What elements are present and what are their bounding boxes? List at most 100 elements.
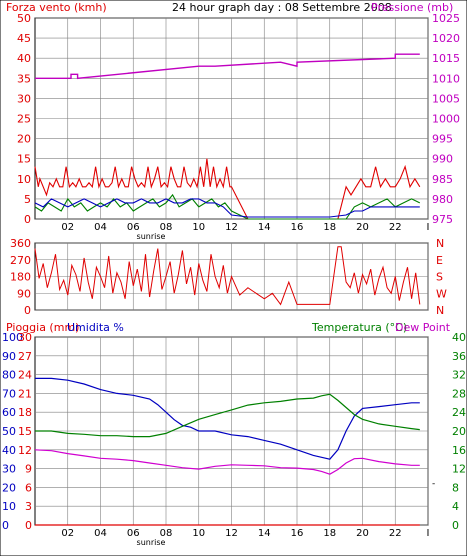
wind-series-0	[34, 158, 421, 220]
humidity-y-tick: 90	[2, 350, 16, 363]
rain-y-tick: 15	[18, 425, 32, 438]
wind-y-tick: 0	[24, 213, 31, 226]
x-tick-label: 06	[127, 222, 140, 233]
pressure-y-tick: 985	[432, 173, 453, 186]
x-tick-label: 14	[258, 528, 271, 539]
x-tick-label: 04	[94, 222, 107, 233]
humidity-axis-title: Umidita %	[67, 321, 124, 334]
wind-series-1	[34, 193, 421, 220]
x-tick-label: 10	[192, 222, 205, 233]
temperature-y-tick: 16	[452, 444, 466, 457]
x-tick-label: 12	[225, 222, 238, 233]
weather-series-1	[35, 393, 420, 438]
x-tick-label: I	[427, 222, 430, 233]
pressure-y-tick: 1015	[432, 52, 460, 65]
temperature-y-tick: 8	[452, 481, 459, 494]
temperature-y-tick: 20	[452, 425, 466, 438]
rain-y-tick: 3	[25, 500, 32, 513]
direction-y-tick: 0	[24, 304, 31, 317]
x-tick-label: 08	[160, 528, 173, 539]
compass-label: W	[436, 287, 447, 300]
wind-y-tick: 10	[17, 173, 31, 186]
compass-label: E	[436, 254, 443, 267]
x-tick-label: 04	[94, 528, 107, 539]
x-tick-label: 20	[356, 222, 369, 233]
humidity-y-tick: 80	[2, 369, 16, 382]
humidity-y-tick: 50	[2, 425, 16, 438]
sunrise-label: sunrise	[137, 538, 166, 547]
x-tick-label: 16	[291, 222, 304, 233]
pressure-y-tick: 1005	[432, 92, 460, 105]
rain-y-tick: 27	[18, 350, 32, 363]
wind-y-tick: 5	[24, 193, 31, 206]
rain-y-tick: 6	[25, 481, 32, 494]
pressure-y-tick: 995	[432, 133, 453, 146]
compass-label: S	[436, 271, 443, 284]
pressure-y-tick: 975	[432, 213, 453, 226]
temperature-y-tick: 4	[452, 500, 459, 513]
rain-axis-title: Pioggia (mm)	[6, 321, 79, 334]
pressure-y-tick: 1000	[432, 113, 460, 126]
direction-series-0	[34, 246, 421, 306]
wind-axis-title: Forza vento (kmh)	[6, 1, 107, 14]
humidity-y-tick: 20	[2, 481, 16, 494]
temperature-y-tick: 32	[452, 369, 466, 382]
humidity-y-tick: 100	[2, 331, 23, 344]
direction-y-tick: 360	[10, 237, 31, 250]
wind-y-tick: 15	[17, 153, 31, 166]
temperature-y-tick: 24	[452, 406, 466, 419]
pressure-y-tick: 1020	[432, 32, 460, 45]
x-tick-label: 08	[160, 222, 173, 233]
weather-series-2	[34, 449, 420, 475]
wind-y-tick: 25	[17, 113, 31, 126]
x-tick-label: 06	[127, 528, 140, 539]
x-tick-label: I	[427, 528, 430, 539]
wind-y-tick: 30	[17, 92, 31, 105]
wind-y-tick: 45	[17, 32, 31, 45]
temperature-y-tick: 0	[452, 519, 459, 532]
rain-y-tick: 0	[25, 519, 32, 532]
humidity-y-tick: 10	[2, 500, 16, 513]
compass-label: N	[436, 237, 444, 250]
x-tick-label: 02	[61, 528, 74, 539]
humidity-y-tick: 0	[2, 519, 9, 532]
direction-y-tick: 270	[10, 254, 31, 267]
wind-y-tick: 50	[17, 12, 31, 25]
pressure-y-tick: 1010	[432, 72, 460, 85]
direction-y-tick: 180	[10, 271, 31, 284]
weather-series-0	[35, 377, 420, 460]
direction-y-tick: 90	[17, 287, 31, 300]
x-tick-label: 12	[225, 528, 238, 539]
temperature-y-tick: 40	[452, 331, 466, 344]
rain-y-tick: 30	[18, 331, 32, 344]
temperature-y-tick: 12	[452, 463, 466, 476]
x-tick-label: 14	[258, 222, 271, 233]
rain-y-tick: 9	[25, 463, 32, 476]
rain-y-tick: 12	[18, 444, 32, 457]
x-tick-label: 02	[61, 222, 74, 233]
temperature-y-tick: 28	[452, 387, 466, 400]
wind-series-2	[34, 198, 420, 218]
pressure-y-tick: 1025	[432, 12, 460, 25]
humidity-y-tick: 60	[2, 406, 16, 419]
x-tick-label: 18	[323, 528, 336, 539]
wind-y-tick: 35	[17, 72, 31, 85]
compass-label: N	[436, 304, 444, 317]
wind-y-tick: 20	[17, 133, 31, 146]
x-tick-label: 22	[389, 528, 402, 539]
pressure-y-tick: 980	[432, 193, 453, 206]
x-tick-label: 18	[323, 222, 336, 233]
humidity-y-tick: 70	[2, 387, 16, 400]
chart-title: 24 hour graph day : 08 Settembre 2008	[172, 1, 392, 14]
x-tick-label: 10	[192, 528, 205, 539]
x-tick-label: 20	[356, 528, 369, 539]
humidity-y-tick: 30	[2, 463, 16, 476]
x-tick-label: 16	[291, 528, 304, 539]
dew-point-axis-title: Dew Point	[395, 321, 451, 334]
wind-series-3	[35, 53, 420, 80]
temperature-y-tick: 36	[452, 350, 466, 363]
